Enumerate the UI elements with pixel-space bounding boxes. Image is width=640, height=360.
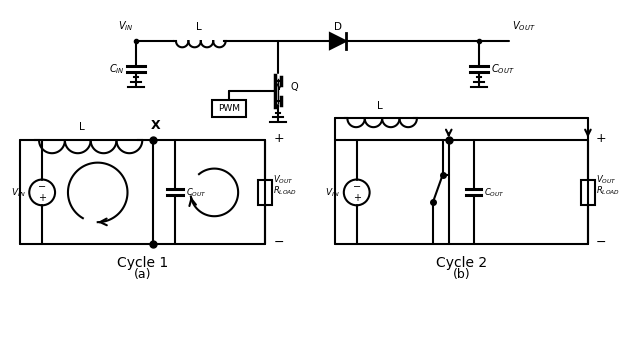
Text: L: L [79, 122, 84, 132]
Text: +: + [596, 132, 607, 145]
Text: Cycle 2: Cycle 2 [436, 256, 487, 270]
Text: +: + [38, 193, 46, 203]
Text: +: + [273, 132, 284, 145]
Text: −: − [38, 181, 46, 192]
Text: PWM: PWM [218, 104, 240, 113]
Text: $C_{OUT}$: $C_{OUT}$ [484, 186, 505, 199]
Text: $V_{IN}$: $V_{IN}$ [11, 186, 26, 199]
Text: $C_{OUT}$: $C_{OUT}$ [186, 186, 207, 199]
Text: $C_{OUT}$: $C_{OUT}$ [491, 62, 515, 76]
Polygon shape [330, 33, 346, 49]
Text: (a): (a) [134, 268, 152, 281]
Text: Cycle 1: Cycle 1 [117, 256, 168, 270]
Text: $V_{OUT}$: $V_{OUT}$ [596, 173, 616, 186]
Text: $R_{LOAD}$: $R_{LOAD}$ [596, 184, 620, 197]
Text: (b): (b) [452, 268, 470, 281]
Text: $C_{IN}$: $C_{IN}$ [109, 62, 125, 76]
Text: Q: Q [290, 82, 298, 92]
Text: −: − [596, 236, 606, 249]
Text: X: X [150, 120, 160, 132]
Text: $V_{OUT}$: $V_{OUT}$ [511, 19, 535, 33]
Text: $R_{LOAD}$: $R_{LOAD}$ [273, 184, 298, 197]
Text: L: L [377, 100, 383, 111]
Text: $V_{IN}$: $V_{IN}$ [325, 186, 340, 199]
Text: $V_{OUT}$: $V_{OUT}$ [273, 173, 294, 186]
Text: +: + [353, 193, 361, 203]
Text: −: − [273, 236, 284, 249]
Text: D: D [334, 22, 342, 32]
Text: $V_{IN}$: $V_{IN}$ [118, 19, 134, 33]
Text: L: L [196, 22, 202, 32]
Text: −: − [353, 181, 361, 192]
